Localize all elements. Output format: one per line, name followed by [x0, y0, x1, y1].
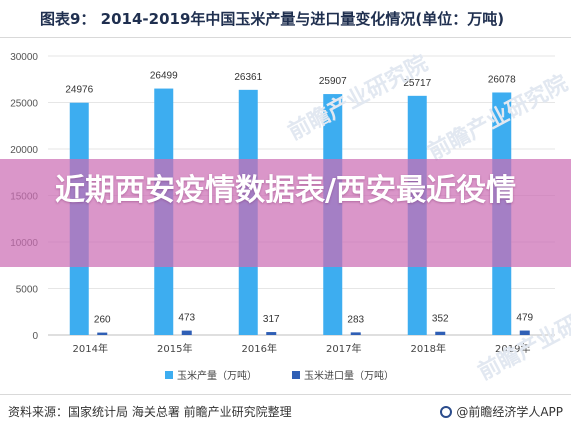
- legend-swatch: [292, 371, 300, 379]
- data-label: 26078: [488, 74, 516, 85]
- legend-label: 玉米产量（万吨）: [177, 369, 257, 382]
- y-tick-label: 0: [32, 331, 38, 342]
- y-tick-label: 20000: [10, 145, 38, 156]
- bar: [97, 332, 108, 335]
- bar: [519, 330, 530, 335]
- x-tick-label: 2014年: [73, 342, 108, 355]
- bar: [181, 330, 192, 335]
- x-tick-label: 2016年: [242, 342, 277, 355]
- data-label: 26361: [234, 72, 262, 83]
- brand-text: @前瞻经济学人APP: [456, 405, 563, 419]
- x-tick-label: 2019年: [495, 342, 530, 355]
- data-label: 283: [347, 314, 364, 325]
- source-note: 资料来源：国家统计局 海关总署 前瞻产业研究院整理: [8, 405, 292, 419]
- brand-logo-icon: [440, 406, 453, 418]
- data-label: 317: [263, 314, 280, 325]
- x-tick-label: 2017年: [326, 342, 361, 355]
- bar: [435, 331, 446, 335]
- data-label: 25907: [319, 76, 347, 87]
- legend-label: 玉米进口量（万吨）: [304, 369, 394, 382]
- x-tick-label: 2015年: [157, 342, 192, 355]
- brand-credit: @前瞻经济学人APP: [440, 403, 563, 420]
- data-label: 473: [178, 313, 195, 324]
- title-bar: 图表9： 2014-2019年中国玉米产量与进口量变化情况(单位：万吨): [0, 0, 571, 38]
- data-label: 352: [432, 314, 449, 325]
- bar: [350, 332, 361, 335]
- chart-title: 图表9： 2014-2019年中国玉米产量与进口量变化情况(单位：万吨): [40, 10, 505, 28]
- footer: 资料来源：国家统计局 海关总署 前瞻产业研究院整理 @前瞻经济学人APP: [0, 394, 571, 428]
- y-tick-label: 25000: [10, 99, 38, 110]
- overlay-banner: 近期西安疫情数据表/西安最近役情: [0, 159, 571, 267]
- data-label: 25717: [403, 78, 431, 89]
- banner-text: 近期西安疫情数据表/西安最近役情: [55, 173, 516, 208]
- legend-swatch: [165, 371, 173, 379]
- data-label: 479: [516, 313, 533, 324]
- y-tick-label: 5000: [16, 285, 39, 296]
- bar: [266, 332, 277, 335]
- x-tick-label: 2018年: [411, 342, 446, 355]
- data-label: 260: [94, 315, 111, 326]
- y-tick-label: 30000: [10, 52, 38, 63]
- data-label: 26499: [150, 71, 178, 82]
- data-label: 24976: [65, 85, 93, 96]
